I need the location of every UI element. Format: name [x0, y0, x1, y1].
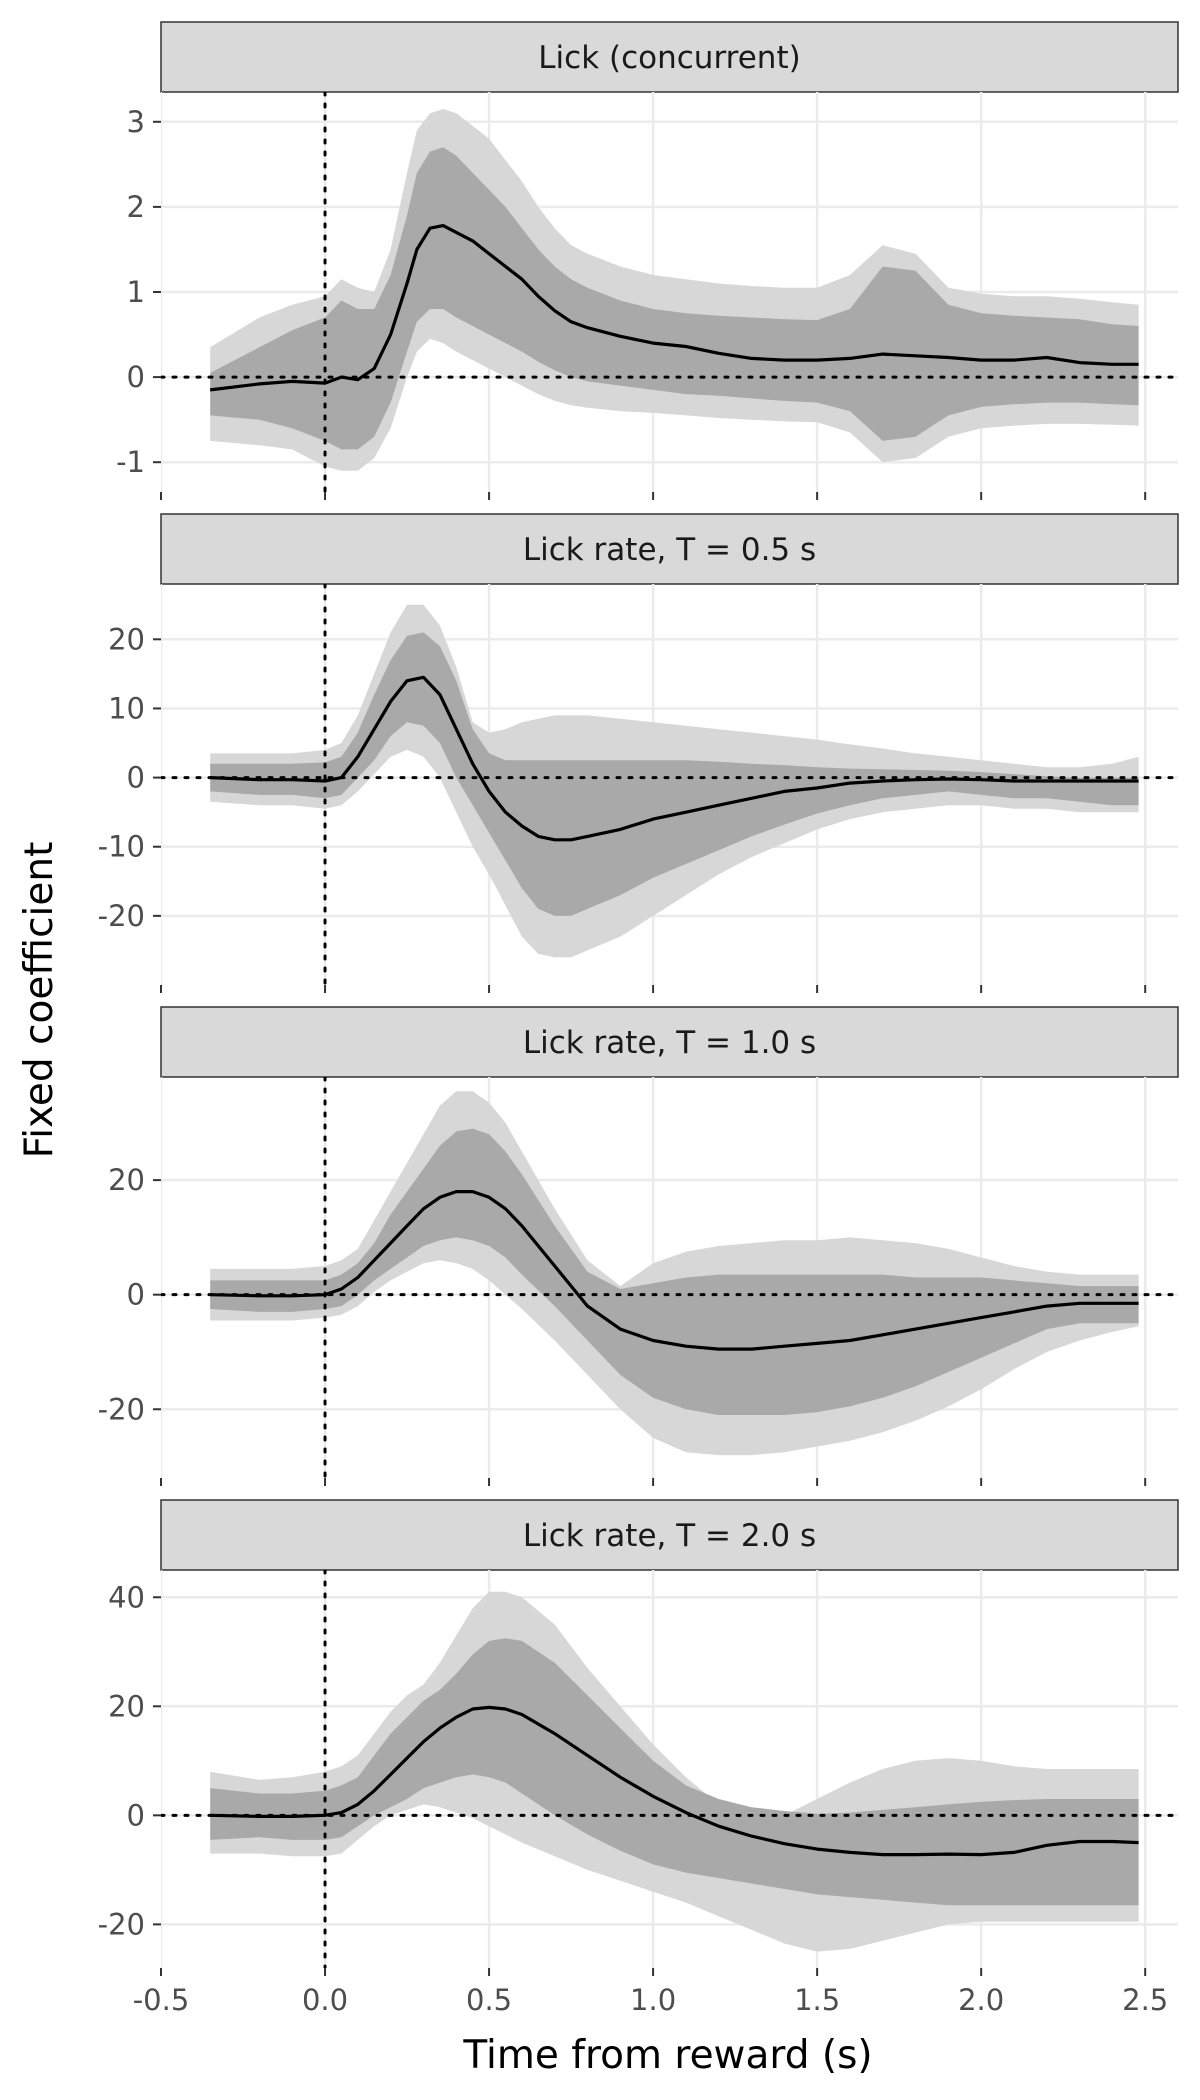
- facet-strip-label: Lick rate, T = 1.0 s: [523, 1025, 816, 1061]
- facet-strip: [160, 1006, 1179, 1078]
- estimate-line: [210, 1705, 1139, 1857]
- y-tick-label: 0: [127, 1798, 145, 1832]
- y-tick-label: 1: [127, 275, 145, 309]
- facet-strip-label: Lick rate, T = 0.5 s: [523, 532, 816, 568]
- panel-3: Lick rate, T = 1.0 s -20 0 20: [98, 1006, 1179, 1486]
- x-tick-label: 0.0: [302, 1983, 348, 2017]
- y-tick-label: -20: [98, 899, 145, 933]
- x-tick-label: 1.0: [630, 1983, 676, 2017]
- y-tick-label: 0: [127, 761, 145, 795]
- y-tick-label: 20: [108, 1689, 145, 1723]
- y-tick-label: 20: [108, 622, 145, 656]
- x-tick-label: 2.5: [1122, 1983, 1168, 2017]
- y-tick-label: -10: [98, 830, 145, 864]
- grid: [161, 584, 1178, 985]
- x-tick-label: 1.5: [794, 1983, 840, 2017]
- estimate-line: [210, 1190, 1139, 1351]
- estimate-line: [210, 224, 1139, 392]
- series: [161, 1077, 1178, 1478]
- x-tick-label: -0.5: [133, 1983, 190, 2017]
- x-tick-label: 2.0: [958, 1983, 1004, 2017]
- panel-4: Lick rate, T = 2.0 s -20 0 20 40 -0.5 0.0 0.5 1.…: [98, 1499, 1179, 2017]
- y-axis-title: Fixed coefficient: [17, 842, 62, 1159]
- facet-strip: [160, 513, 1179, 585]
- series: [161, 584, 1178, 985]
- series: [161, 92, 1178, 492]
- y-tick-label: 0: [127, 1278, 145, 1312]
- inner-interval-band: [210, 147, 1139, 450]
- y-tick-label: 40: [108, 1580, 145, 1614]
- x-tick-label: 0.5: [466, 1983, 512, 2017]
- y-tick-label: 2: [127, 190, 145, 224]
- facet-strip: [160, 21, 1179, 93]
- x-axis-title: Time from reward (s): [462, 2033, 872, 2078]
- y-tick-label: -20: [98, 1907, 145, 1941]
- y-tick-label: -20: [98, 1392, 145, 1426]
- estimate-line: [210, 675, 1139, 842]
- facet-strip: [160, 1499, 1179, 1571]
- inner-interval-band: [210, 1128, 1139, 1415]
- panel-1: Lick (concurrent) -1 0 1 2 3: [116, 21, 1179, 500]
- series: [161, 1570, 1178, 1968]
- y-tick-label: 3: [127, 105, 145, 139]
- facet-strip-label: Lick (concurrent): [538, 40, 800, 76]
- y-tick-label: -1: [116, 445, 145, 479]
- facet-strip-label: Lick rate, T = 2.0 s: [523, 1518, 816, 1554]
- y-tick-label: 0: [127, 360, 145, 394]
- y-tick-label: 20: [108, 1163, 145, 1197]
- inner-interval-band: [210, 1638, 1139, 1906]
- panel-2: Lick rate, T = 0.5 s -20 -10 0 10 20: [98, 513, 1179, 993]
- y-tick-label: 10: [108, 691, 145, 725]
